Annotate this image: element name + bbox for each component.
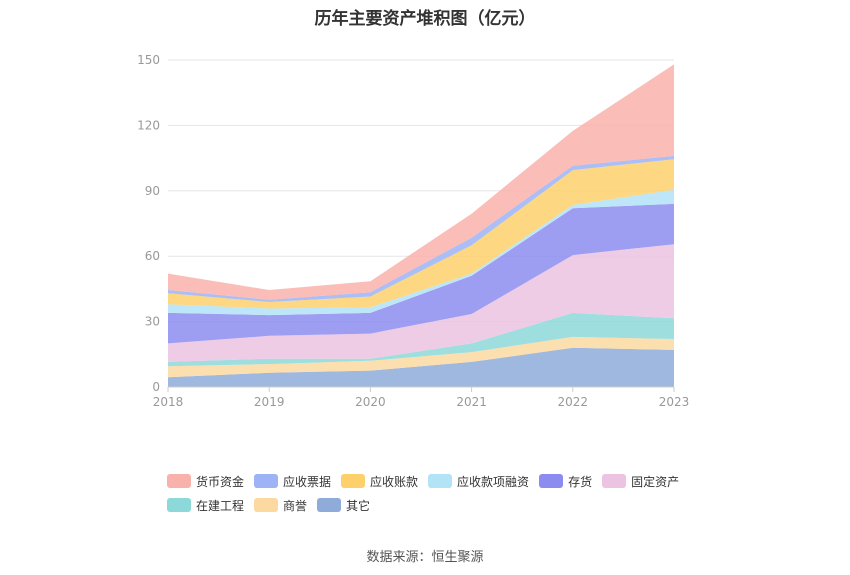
- area-其它: [168, 347, 674, 387]
- legend-label: 其它: [346, 498, 371, 513]
- legend-swatch: [317, 498, 342, 512]
- area-固定资产: [168, 244, 674, 362]
- legend-swatch: [341, 474, 366, 488]
- legend-item[interactable]: 存货: [539, 472, 592, 490]
- legend-swatch: [254, 498, 279, 512]
- x-tick-label: 2023: [659, 395, 690, 409]
- y-tick-label: 60: [145, 249, 160, 263]
- data-source: 数据来源：恒生聚源: [366, 550, 484, 565]
- legend-item[interactable]: 在建工程: [167, 496, 244, 514]
- x-tick-label: 2020: [355, 395, 386, 409]
- x-tick-label: 2022: [558, 395, 589, 409]
- legend-swatch: [428, 474, 453, 488]
- legend-swatch: [167, 474, 191, 488]
- area-应收款项融资: [168, 189, 674, 316]
- area-商誉: [168, 336, 674, 378]
- area-存货: [168, 203, 674, 344]
- legend-item[interactable]: 商誉: [254, 496, 307, 514]
- legend-label: 存货: [568, 474, 593, 489]
- legend-label: 应收款项融资: [457, 474, 530, 489]
- y-tick-label: 150: [137, 53, 160, 67]
- y-tick-label: 120: [137, 118, 160, 132]
- legend-swatch: [254, 474, 279, 488]
- area-在建工程: [168, 312, 674, 367]
- x-tick-label: 2018: [153, 395, 184, 409]
- area-series: [168, 64, 674, 387]
- area-应收账款: [168, 159, 674, 309]
- legend-item[interactable]: 应收款项融资: [428, 472, 529, 490]
- legend-label: 应收账款: [370, 474, 419, 489]
- legend-swatch: [539, 474, 564, 488]
- legend-item[interactable]: 固定资产: [602, 472, 679, 490]
- x-tick-label: 2021: [456, 395, 487, 409]
- legend-label: 货币资金: [196, 474, 245, 489]
- axes: 0 30 60 90 120 150 2018 2019 2020 2021 2022 2023: [137, 53, 689, 409]
- y-tick-label: 0: [152, 380, 160, 394]
- legend-label: 应收票据: [283, 474, 332, 489]
- legend-swatch: [167, 498, 191, 512]
- legend-item[interactable]: 其它: [317, 496, 370, 514]
- legend-swatch: [602, 474, 627, 488]
- y-tick-label: 90: [145, 184, 160, 198]
- legend-label: 商誉: [283, 498, 308, 513]
- x-tick-label: 2019: [254, 395, 285, 409]
- y-tick-label: 30: [145, 315, 160, 329]
- legend-label: 在建工程: [196, 498, 245, 513]
- legend-item[interactable]: 应收账款: [341, 472, 418, 490]
- legend-item[interactable]: 货币资金: [167, 472, 244, 490]
- chart-title: 历年主要资产堆积图（亿元）: [314, 9, 536, 29]
- legend: 货币资金 应收票据 应收账款 应收款项融资 存货 固定资产在建工程 商誉 其它: [167, 472, 727, 520]
- legend-item[interactable]: 应收票据: [254, 472, 331, 490]
- area-货币资金: [168, 64, 674, 300]
- legend-label: 固定资产: [631, 474, 680, 489]
